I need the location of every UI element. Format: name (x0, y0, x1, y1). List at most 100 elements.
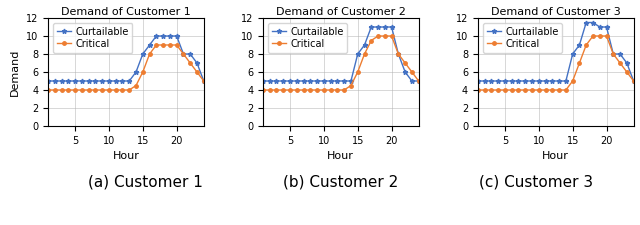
Curtailable (494, 80, 502, 82)
Critical (367, 39, 375, 42)
Curtailable (415, 80, 422, 82)
Curtailable (112, 80, 120, 82)
Critical (125, 89, 133, 91)
Curtailable (381, 26, 388, 28)
Line: Curtailable: Curtailable (45, 34, 206, 83)
Curtailable (374, 26, 382, 28)
Curtailable (105, 80, 113, 82)
Curtailable (367, 26, 375, 28)
Curtailable (333, 80, 341, 82)
Critical (266, 89, 273, 91)
Critical (273, 89, 280, 91)
Legend: Curtailable, Critical: Curtailable, Critical (268, 23, 348, 53)
Critical (630, 80, 637, 82)
Critical (92, 89, 99, 91)
Curtailable (596, 26, 604, 28)
Critical (173, 44, 180, 46)
Critical (582, 44, 590, 46)
Critical (361, 53, 369, 55)
Critical (562, 89, 570, 91)
Curtailable (535, 80, 543, 82)
Critical (118, 89, 126, 91)
Critical (569, 80, 577, 82)
Critical (354, 71, 362, 73)
Curtailable (51, 80, 59, 82)
Curtailable (562, 80, 570, 82)
Critical (280, 89, 287, 91)
Critical (99, 89, 106, 91)
Curtailable (408, 80, 416, 82)
Critical (575, 62, 583, 64)
Curtailable (180, 53, 188, 55)
Curtailable (394, 53, 402, 55)
Critical (200, 80, 207, 82)
Critical (313, 89, 321, 91)
Critical (146, 53, 154, 55)
Critical (401, 62, 409, 64)
Curtailable (307, 80, 314, 82)
Critical (286, 89, 294, 91)
Curtailable (488, 80, 495, 82)
Curtailable (273, 80, 280, 82)
Curtailable (286, 80, 294, 82)
Y-axis label: Demand: Demand (10, 48, 20, 96)
Critical (112, 89, 120, 91)
Curtailable (603, 26, 611, 28)
Critical (515, 89, 522, 91)
Critical (139, 71, 147, 73)
Critical (603, 35, 611, 37)
Curtailable (266, 80, 273, 82)
Critical (481, 89, 488, 91)
Critical (259, 89, 267, 91)
Curtailable (630, 80, 637, 82)
Critical (535, 89, 543, 91)
Critical (488, 89, 495, 91)
Critical (307, 89, 314, 91)
Curtailable (340, 80, 348, 82)
Title: Demand of Customer 1: Demand of Customer 1 (61, 7, 191, 17)
Text: (a) Customer 1: (a) Customer 1 (88, 175, 203, 190)
Title: Demand of Customer 3: Demand of Customer 3 (491, 7, 621, 17)
Curtailable (401, 71, 409, 73)
Curtailable (92, 80, 99, 82)
Curtailable (609, 53, 617, 55)
Curtailable (575, 44, 583, 46)
Curtailable (173, 35, 180, 37)
Curtailable (186, 53, 194, 55)
Curtailable (582, 21, 590, 24)
Critical (374, 35, 382, 37)
Critical (609, 53, 617, 55)
X-axis label: Hour: Hour (542, 151, 569, 161)
Critical (105, 89, 113, 91)
Critical (541, 89, 549, 91)
Critical (616, 62, 624, 64)
Critical (474, 89, 482, 91)
Critical (394, 53, 402, 55)
Line: Curtailable: Curtailable (476, 20, 636, 83)
Line: Critical: Critical (476, 34, 636, 92)
Line: Critical: Critical (261, 34, 420, 92)
Curtailable (501, 80, 509, 82)
Text: (b) Customer 2: (b) Customer 2 (283, 175, 399, 190)
Critical (333, 89, 341, 91)
Curtailable (200, 80, 207, 82)
Critical (300, 89, 307, 91)
Critical (528, 89, 536, 91)
Critical (327, 89, 335, 91)
Curtailable (166, 35, 173, 37)
Critical (166, 44, 173, 46)
Curtailable (548, 80, 556, 82)
Critical (159, 44, 167, 46)
Curtailable (152, 35, 160, 37)
Curtailable (65, 80, 72, 82)
Curtailable (354, 53, 362, 55)
Critical (494, 89, 502, 91)
Critical (51, 89, 59, 91)
Curtailable (280, 80, 287, 82)
Critical (501, 89, 509, 91)
Curtailable (84, 80, 92, 82)
Curtailable (508, 80, 516, 82)
Critical (589, 35, 597, 37)
Line: Curtailable: Curtailable (260, 25, 421, 83)
Curtailable (159, 35, 167, 37)
